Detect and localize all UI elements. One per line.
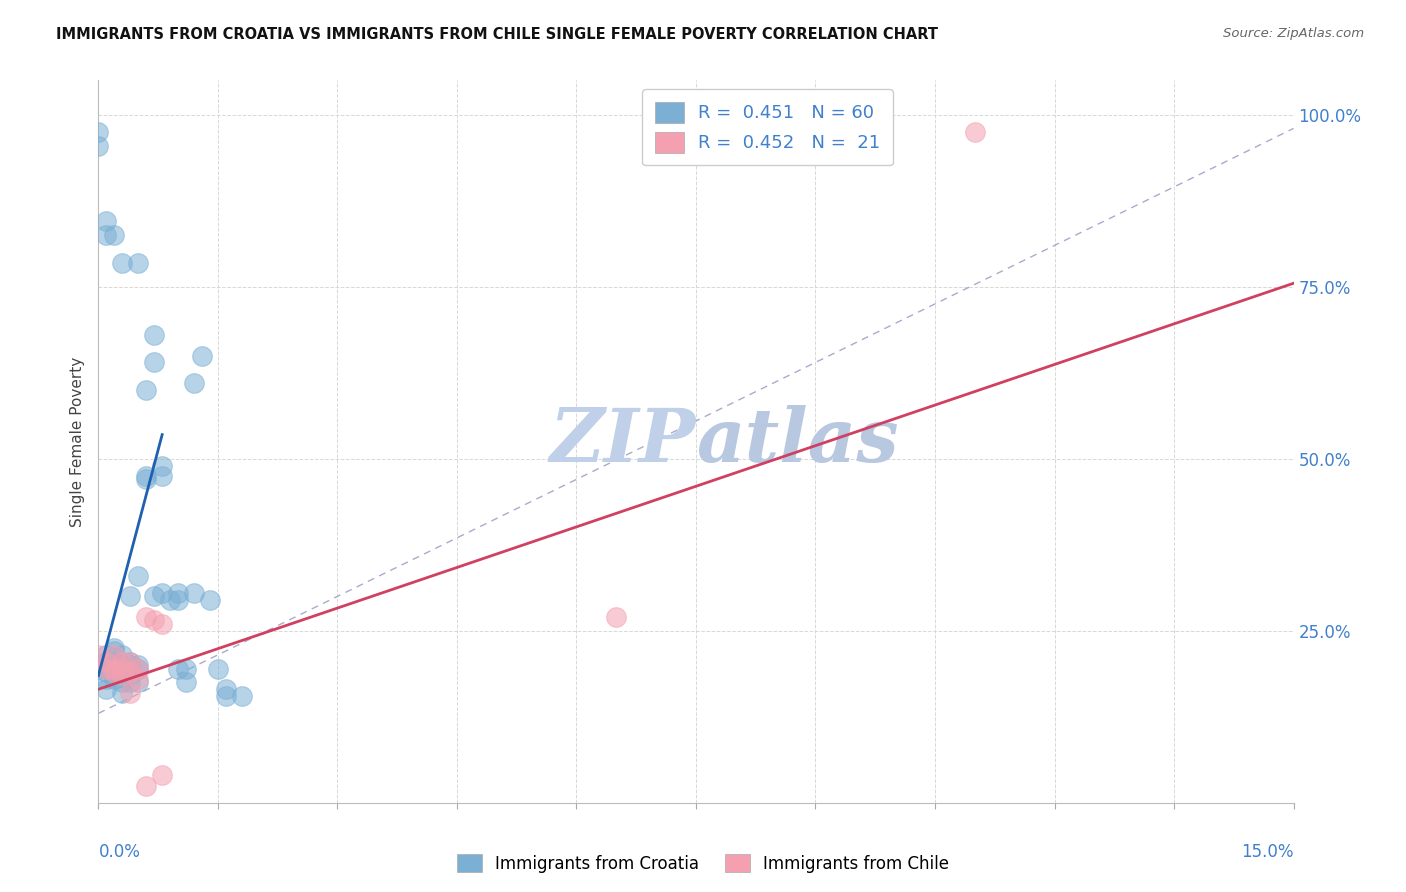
Point — [103, 658, 125, 673]
Point — [120, 665, 142, 679]
Point — [215, 689, 238, 703]
Point — [103, 662, 125, 676]
Point — [87, 138, 110, 153]
Point — [103, 228, 125, 243]
Point — [103, 644, 125, 658]
Point — [111, 662, 134, 676]
Point — [183, 376, 205, 390]
Point — [150, 458, 173, 473]
Text: Source: ZipAtlas.com: Source: ZipAtlas.com — [1223, 27, 1364, 40]
Point — [96, 665, 118, 679]
Point — [135, 469, 157, 483]
Point — [96, 662, 118, 676]
Point — [103, 658, 125, 673]
Point — [111, 665, 134, 679]
Point — [103, 662, 125, 676]
Point — [111, 655, 134, 669]
Point — [127, 662, 149, 676]
Point — [167, 662, 190, 676]
Point — [143, 355, 166, 369]
Point — [605, 610, 627, 624]
Point — [167, 586, 190, 600]
Point — [111, 658, 134, 673]
Point — [120, 590, 142, 604]
Point — [103, 655, 125, 669]
Point — [96, 672, 118, 686]
Point — [135, 779, 157, 793]
Point — [120, 655, 142, 669]
Point — [150, 768, 173, 782]
Point — [87, 662, 110, 676]
Point — [215, 682, 238, 697]
Point — [120, 668, 142, 682]
Point — [191, 349, 214, 363]
Point — [150, 586, 173, 600]
Point — [96, 682, 118, 697]
Point — [183, 586, 205, 600]
Point — [127, 658, 149, 673]
Point — [231, 689, 253, 703]
Point — [143, 590, 166, 604]
Text: 0.0%: 0.0% — [98, 843, 141, 861]
Point — [103, 665, 125, 679]
Text: 15.0%: 15.0% — [1241, 843, 1294, 861]
Legend: R =  0.451   N = 60, R =  0.452   N =  21: R = 0.451 N = 60, R = 0.452 N = 21 — [643, 89, 893, 165]
Point — [167, 592, 190, 607]
Point — [135, 383, 157, 397]
Point — [96, 214, 118, 228]
Text: ZIP: ZIP — [550, 405, 696, 478]
Point — [96, 228, 118, 243]
Text: IMMIGRANTS FROM CROATIA VS IMMIGRANTS FROM CHILE SINGLE FEMALE POVERTY CORRELATI: IMMIGRANTS FROM CROATIA VS IMMIGRANTS FR… — [56, 27, 938, 42]
Point — [135, 610, 157, 624]
Point — [111, 686, 134, 700]
Y-axis label: Single Female Poverty: Single Female Poverty — [70, 357, 86, 526]
Point — [174, 662, 197, 676]
Point — [103, 648, 125, 662]
Point — [127, 568, 149, 582]
Point — [111, 675, 134, 690]
Point — [96, 648, 118, 662]
Point — [120, 655, 142, 669]
Point — [963, 125, 986, 139]
Point — [103, 640, 125, 655]
Point — [159, 592, 181, 607]
Point — [135, 472, 157, 486]
Point — [111, 662, 134, 676]
Point — [198, 592, 221, 607]
Point — [127, 672, 149, 686]
Point — [111, 648, 134, 662]
Point — [120, 686, 142, 700]
Point — [96, 655, 118, 669]
Point — [127, 662, 149, 676]
Point — [120, 658, 142, 673]
Point — [120, 675, 142, 690]
Point — [111, 655, 134, 669]
Point — [150, 469, 173, 483]
Point — [111, 658, 134, 673]
Point — [150, 616, 173, 631]
Point — [87, 648, 110, 662]
Point — [111, 255, 134, 269]
Point — [143, 327, 166, 342]
Point — [174, 675, 197, 690]
Point — [103, 672, 125, 686]
Text: atlas: atlas — [696, 405, 898, 478]
Point — [127, 675, 149, 690]
Point — [87, 125, 110, 139]
Legend: Immigrants from Croatia, Immigrants from Chile: Immigrants from Croatia, Immigrants from… — [450, 847, 956, 880]
Point — [207, 662, 229, 676]
Point — [111, 668, 134, 682]
Point — [127, 255, 149, 269]
Point — [96, 655, 118, 669]
Point — [143, 614, 166, 628]
